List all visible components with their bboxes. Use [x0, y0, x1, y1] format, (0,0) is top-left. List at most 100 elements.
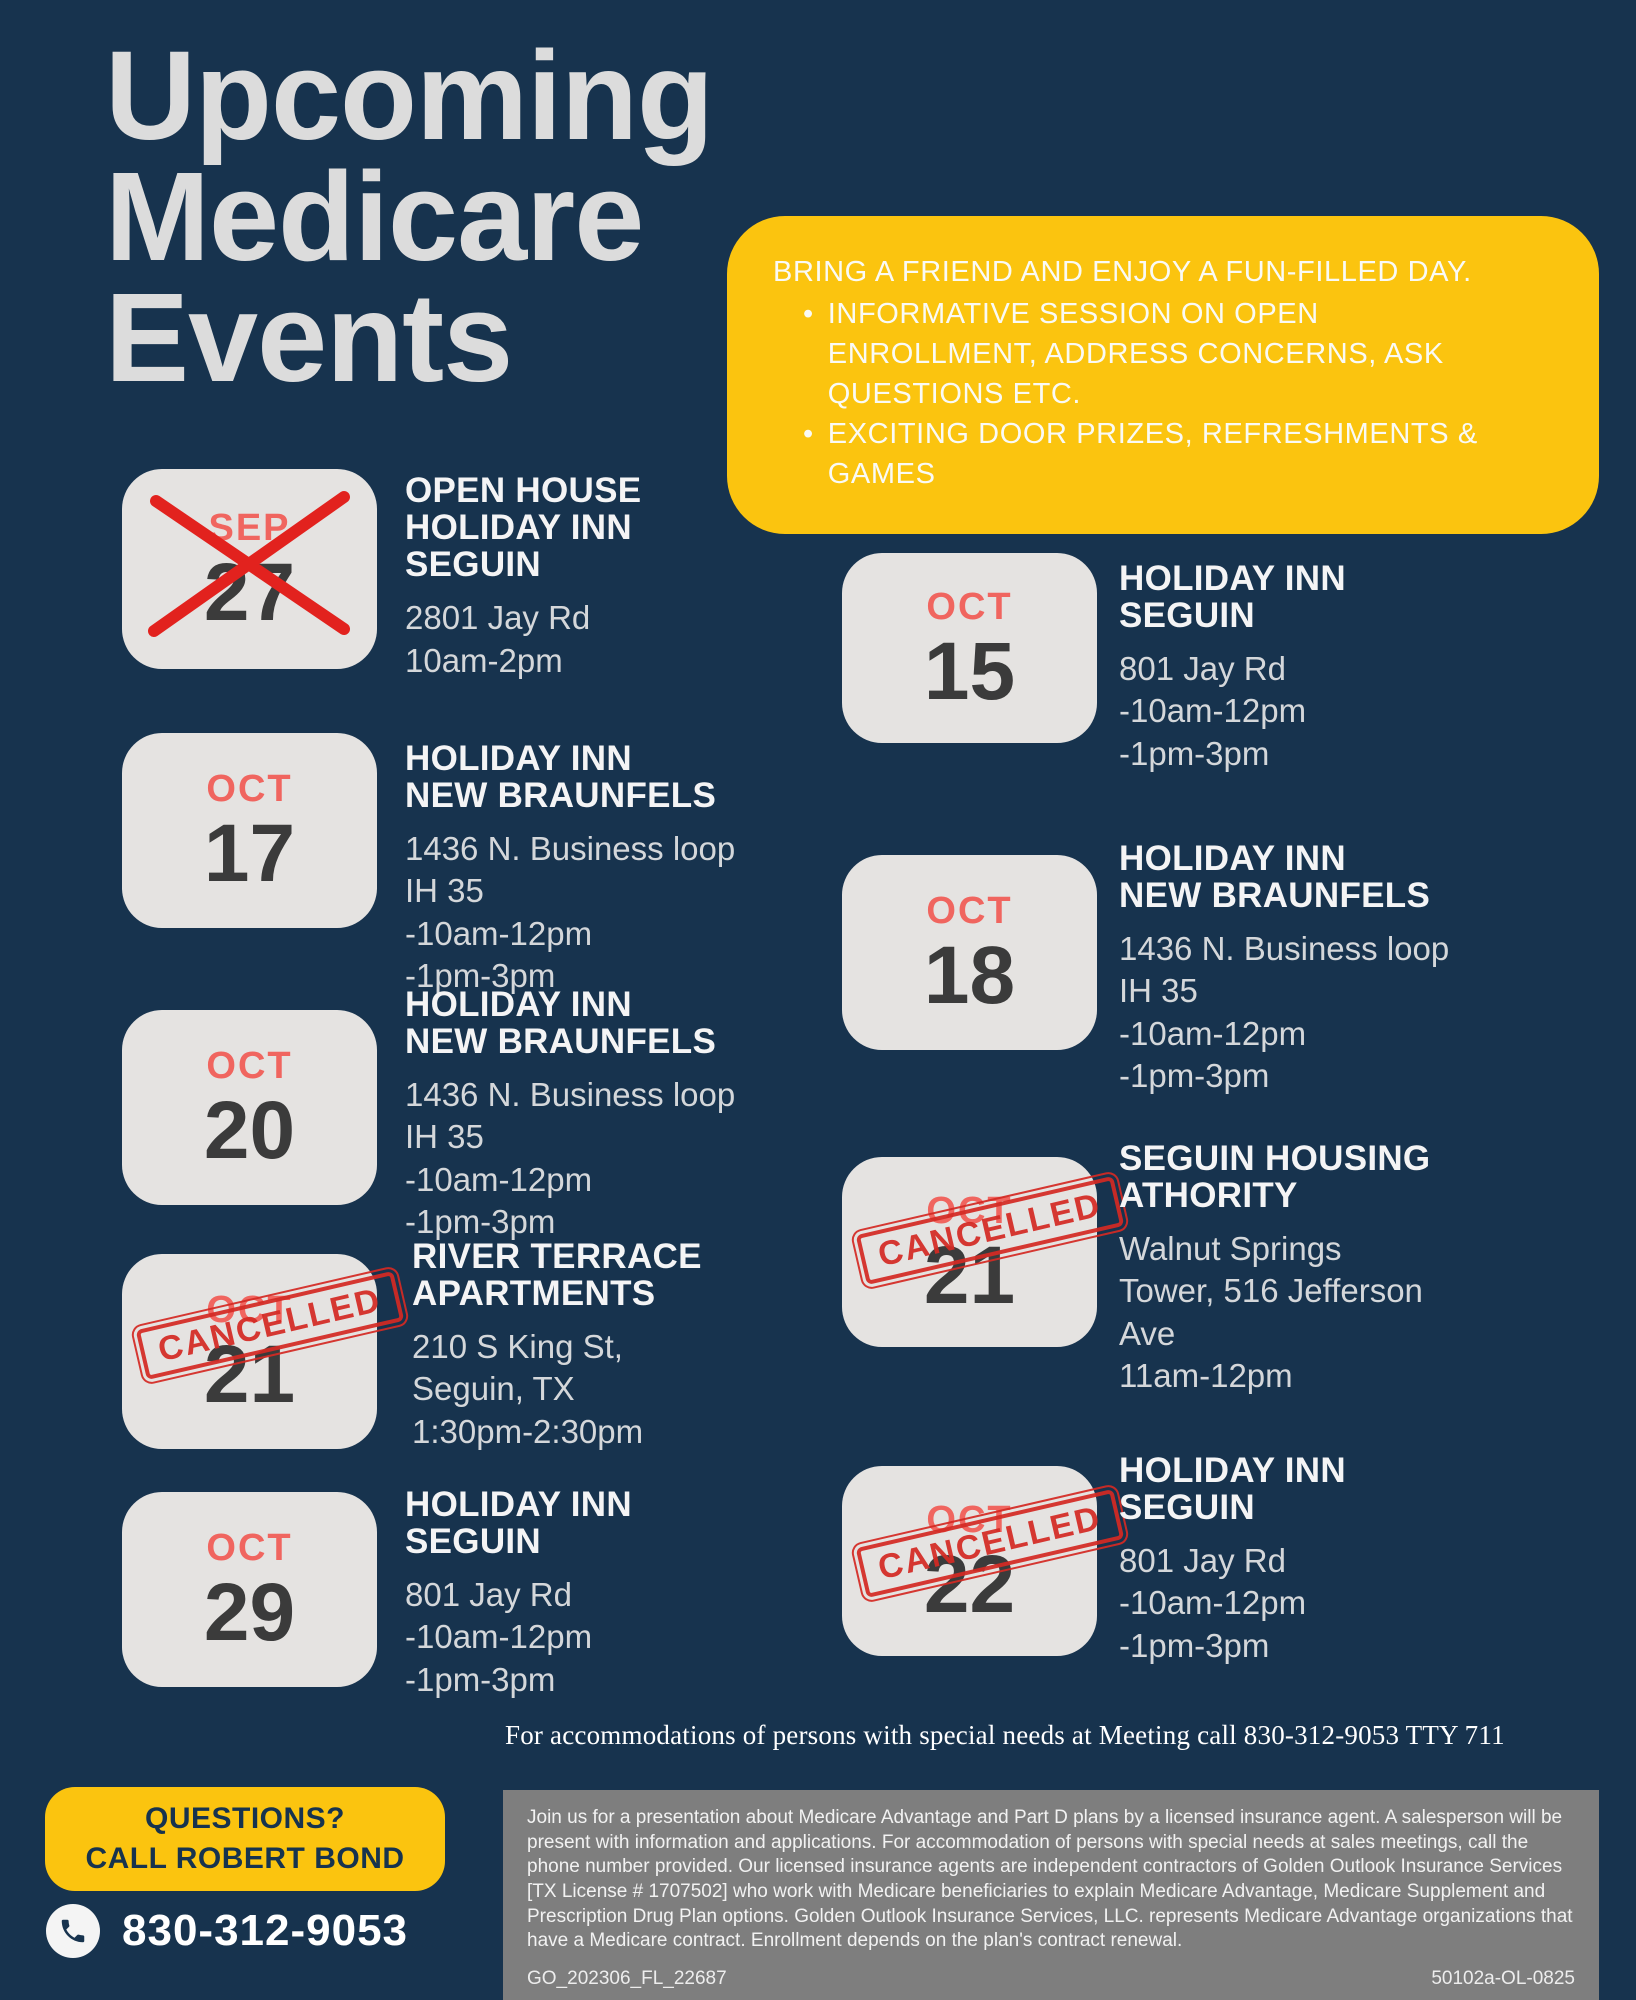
event-title-line: HOLIDAY INN [405, 1485, 632, 1524]
event-oct-20-text: HOLIDAY INN NEW BRAUNFELS 1436 N. Busine… [405, 986, 745, 1243]
event-title: SEGUIN HOUSING ATHORITY [1119, 1140, 1459, 1214]
event-detail-line: 1436 N. Business loop [405, 830, 736, 868]
event-details: 1436 N. Business loop IH 35 -10am-12pm -… [1119, 928, 1459, 1097]
badge-month: OCT [206, 1527, 293, 1570]
event-detail-line: 2801 Jay Rd [405, 599, 591, 637]
event-title: HOLIDAY INN SEGUIN [1119, 1452, 1459, 1526]
date-badge-oct-29: OCT 29 [122, 1492, 377, 1687]
questions-box: QUESTIONS? CALL ROBERT BOND [45, 1787, 445, 1891]
event-details: 801 Jay Rd -10am-12pm -1pm-3pm [405, 1574, 745, 1701]
badge-month: OCT [206, 1289, 293, 1332]
code-left: GO_202306_FL_22687 [527, 1968, 727, 1990]
event-title: HOLIDAY INN NEW BRAUNFELS [405, 740, 745, 814]
event-oct-17-text: HOLIDAY INN NEW BRAUNFELS 1436 N. Busine… [405, 740, 745, 997]
event-detail-line: Walnut Springs [1119, 1230, 1342, 1268]
event-oct-21-left-text: RIVER TERRACE APARTMENTS 210 S King St, … [412, 1238, 752, 1453]
call-robert-bond-line: CALL ROBERT BOND [85, 1842, 405, 1875]
cancelled-cross-icon [148, 491, 350, 637]
event-sep-27-text: OPEN HOUSE HOLIDAY INN SEGUIN 2801 Jay R… [405, 472, 745, 682]
event-title-line: ATHORITY [1119, 1176, 1298, 1216]
event-title-line: NEW BRAUNFELS [1119, 876, 1431, 916]
event-detail-line: IH 35 [405, 1118, 484, 1156]
date-badge-oct-18: OCT 18 [842, 855, 1097, 1050]
event-detail-line: 1:30pm-2:30pm [412, 1412, 644, 1450]
event-title-line: APARTMENTS [412, 1274, 656, 1314]
banner-bullet-1: • INFORMATIVE SESSION ON OPEN ENROLLMENT… [773, 294, 1555, 414]
event-detail-line: -1pm-3pm [405, 1660, 556, 1698]
event-title-line: RIVER TERRACE [412, 1237, 702, 1276]
badge-day: 18 [923, 930, 1016, 1022]
event-oct-15-text: HOLIDAY INN SEGUIN 801 Jay Rd -10am-12pm… [1119, 560, 1459, 775]
badge-month: OCT [206, 1045, 293, 1088]
event-title-line: OPEN HOUSE [405, 471, 642, 510]
event-title-line: NEW BRAUNFELS [405, 1022, 717, 1062]
event-details: 210 S King St, Seguin, TX 1:30pm-2:30pm [412, 1326, 752, 1453]
event-oct-18-text: HOLIDAY INN NEW BRAUNFELS 1436 N. Busine… [1119, 840, 1459, 1097]
badge-day: 21 [203, 1329, 296, 1421]
accommodations-note: For accommodations of persons with speci… [505, 1720, 1505, 1750]
date-badge-oct-21-right: OCT 21 [842, 1157, 1097, 1347]
badge-month: OCT [206, 768, 293, 811]
event-detail-line: -10am-12pm [405, 914, 593, 952]
event-detail-line: 11am-12pm [1119, 1356, 1293, 1394]
date-badge-oct-20: OCT 20 [122, 1010, 377, 1205]
code-right: 50102a-OL-0825 [1431, 1968, 1575, 1990]
event-detail-line: 210 S King St, [412, 1328, 623, 1366]
event-title-line: HOLIDAY INN [405, 508, 632, 548]
event-title: RIVER TERRACE APARTMENTS [412, 1238, 752, 1312]
disclaimer-text: Join us for a presentation about Medicar… [527, 1807, 1573, 1952]
event-title-line: HOLIDAY INN [1119, 1451, 1346, 1490]
event-detail-line: 801 Jay Rd [1119, 650, 1286, 688]
event-detail-line: -10am-12pm [1119, 1014, 1307, 1052]
event-title: HOLIDAY INN SEGUIN [1119, 560, 1459, 634]
event-title-line: HOLIDAY INN [1119, 839, 1346, 878]
event-detail-line: -10am-12pm [1119, 692, 1307, 730]
event-detail-line: -1pm-3pm [405, 956, 556, 994]
date-badge-sep-27: SEP 27 [122, 469, 377, 669]
date-badge-oct-15: OCT 15 [842, 553, 1097, 743]
event-detail-line: Seguin, TX [412, 1370, 575, 1408]
event-title: HOLIDAY INN SEGUIN [405, 1486, 745, 1560]
event-detail-line: 10am-2pm [405, 641, 563, 679]
event-detail-line: Ave [1119, 1314, 1176, 1352]
event-detail-line: -10am-12pm [405, 1160, 593, 1198]
event-detail-line: IH 35 [1119, 972, 1198, 1010]
title-line-1: Upcoming [105, 25, 714, 166]
event-details: 2801 Jay Rd 10am-2pm [405, 597, 745, 681]
date-badge-oct-22: OCT 22 [842, 1466, 1097, 1656]
badge-day: 20 [203, 1085, 296, 1177]
event-title-line: HOLIDAY INN [1119, 559, 1346, 598]
event-detail-line: 1436 N. Business loop [1119, 930, 1450, 968]
badge-day: 17 [203, 808, 296, 900]
compliance-codes: GO_202306_FL_22687 50102a-OL-0825 [527, 1967, 1575, 1992]
event-detail-line: -1pm-3pm [1119, 734, 1270, 772]
badge-day: 21 [923, 1229, 1016, 1321]
event-title: OPEN HOUSE HOLIDAY INN SEGUIN [405, 472, 745, 583]
event-detail-line: Tower, 516 Jefferson [1119, 1272, 1423, 1310]
event-details: 1436 N. Business loop IH 35 -10am-12pm -… [405, 828, 745, 997]
event-title-line: HOLIDAY INN [405, 985, 632, 1024]
event-title-line: SEGUIN [1119, 1488, 1255, 1528]
date-badge-oct-17: OCT 17 [122, 733, 377, 928]
phone-icon [46, 1904, 100, 1958]
badge-month: OCT [926, 1498, 1013, 1541]
phone-number: 830-312-9053 [122, 1906, 409, 1955]
event-details: 801 Jay Rd -10am-12pm -1pm-3pm [1119, 648, 1459, 775]
bullet-dot-icon: • [803, 418, 814, 451]
event-detail-line: -1pm-3pm [1119, 1056, 1270, 1094]
disclaimer-box: Join us for a presentation about Medicar… [503, 1790, 1599, 2000]
banner-heading: BRING A FRIEND AND ENJOY A FUN-FILLED DA… [773, 256, 1472, 288]
phone-row: 830-312-9053 [46, 1904, 408, 1958]
event-detail-line: -10am-12pm [1119, 1584, 1307, 1622]
page-title: Upcoming Medicare Events [105, 25, 714, 401]
event-details: Walnut Springs Tower, 516 Jefferson Ave … [1119, 1228, 1459, 1397]
badge-day: 22 [923, 1538, 1016, 1630]
event-title: HOLIDAY INN NEW BRAUNFELS [1119, 840, 1459, 914]
banner-bullet-2: • EXCITING DOOR PRIZES, REFRESHMENTS & G… [773, 414, 1555, 494]
event-details: 1436 N. Business loop IH 35 -10am-12pm -… [405, 1074, 745, 1243]
bullet-dot-icon: • [803, 298, 814, 331]
event-detail-line: -1pm-3pm [405, 1202, 556, 1240]
info-banner: BRING A FRIEND AND ENJOY A FUN-FILLED DA… [727, 216, 1599, 535]
event-detail-line: 801 Jay Rd [405, 1576, 572, 1614]
